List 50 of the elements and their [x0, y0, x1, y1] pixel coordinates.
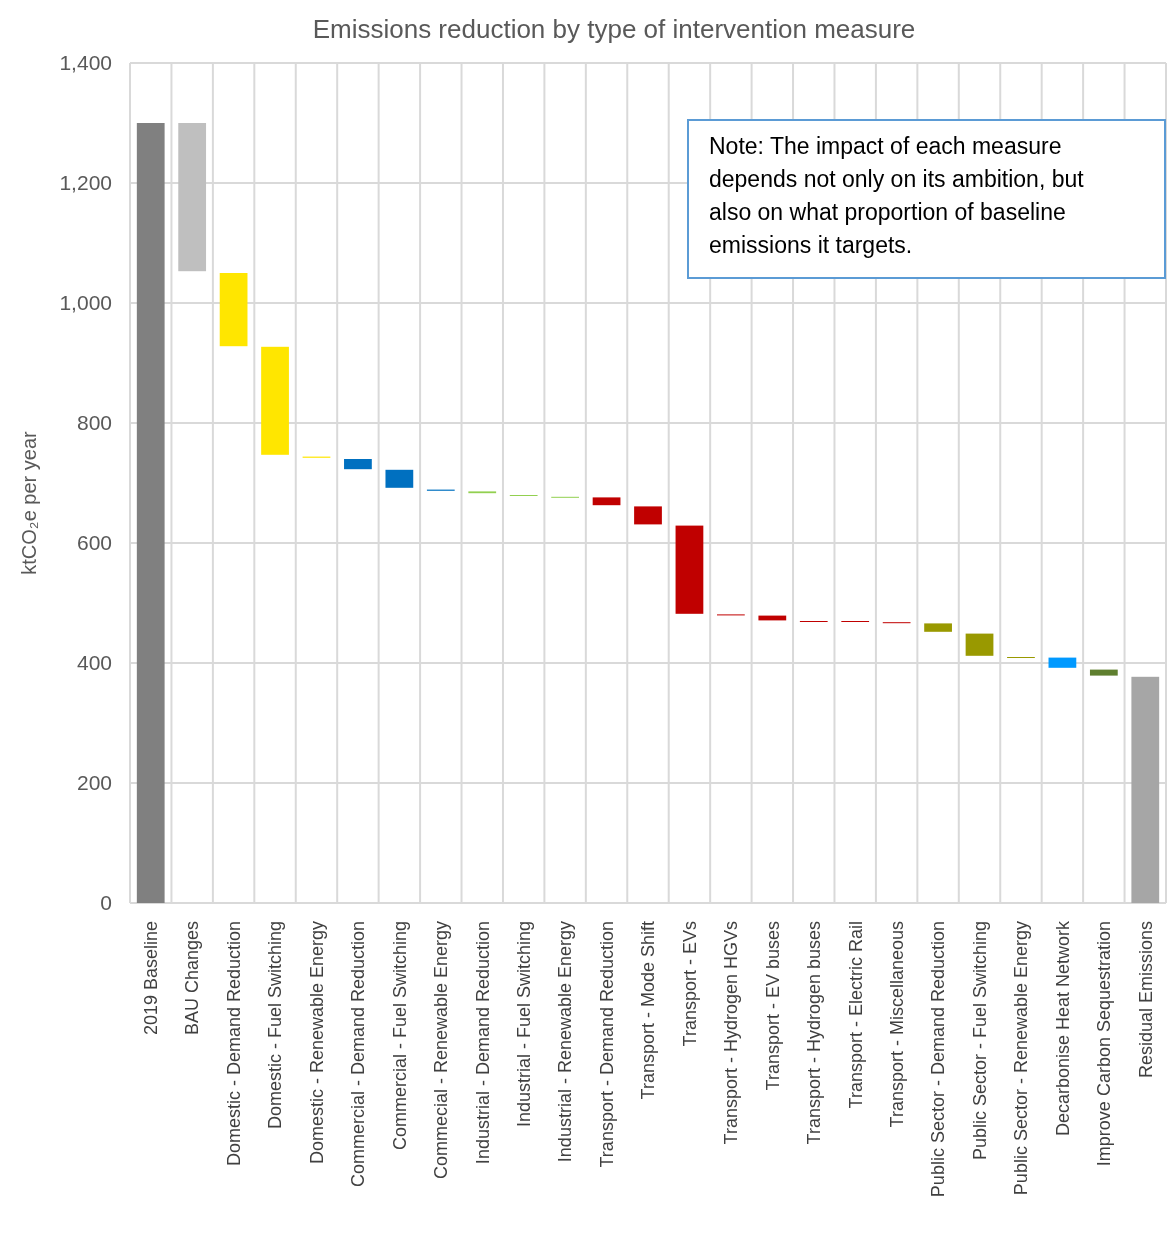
x-tick-label: Transport - Electric Rail — [845, 921, 866, 1109]
x-tick-label: Residual Emissions — [1135, 921, 1156, 1079]
y-axis-title: ktCO₂e per year — [18, 430, 40, 575]
bar — [219, 273, 248, 347]
bar — [924, 623, 952, 632]
bar — [1048, 657, 1077, 668]
bar — [178, 123, 207, 272]
x-tick-label: Transport - Miscellaneous — [886, 921, 907, 1128]
chart-title: Emissions reduction by type of intervention measure — [312, 14, 916, 44]
x-tick-label: Transport - Mode Shift — [638, 921, 659, 1100]
annotation: Note: The impact of each measure depends not only on its ambition, but also on what proportion of baseline emissions it targets. — [709, 133, 1085, 258]
x-tick-label: Domestic - Demand Reduction — [223, 921, 244, 1167]
x-tick-label: BAU Changes — [182, 921, 203, 1036]
bar — [344, 459, 372, 470]
x-tick-label: Industrial - Demand Reduction — [472, 921, 493, 1165]
bar — [675, 525, 704, 614]
bar — [965, 633, 994, 656]
bar — [136, 123, 165, 903]
y-tick-label: 800 — [76, 411, 112, 435]
y-tick-label: 1,400 — [59, 51, 112, 75]
x-tick-label: 2019 Baseline — [141, 921, 162, 1036]
bar — [634, 506, 662, 525]
x-tick-label: Transport - EVs — [679, 921, 700, 1047]
x-tick-label: Transport - EV buses — [762, 921, 783, 1091]
x-tick-label: Industrial - Fuel Switching — [513, 921, 534, 1128]
x-tick-label: Improve Carbon Sequestration — [1094, 921, 1115, 1167]
y-tick-label: 200 — [76, 771, 112, 795]
x-tick-label: Public Sector - Renewable Energy — [1011, 921, 1032, 1196]
x-tick-label: Commercial - Demand Reduction — [348, 921, 369, 1188]
x-tick-label: Domestic - Renewable Energy — [306, 921, 327, 1165]
x-tick-label: Transport - Hydrogen buses — [804, 921, 825, 1145]
y-tick-label: 0 — [100, 891, 112, 915]
bar — [592, 497, 621, 506]
x-tick-label: Domestic - Fuel Switching — [265, 921, 286, 1130]
bar — [385, 469, 414, 488]
x-tick-label: Public Sector - Demand Reduction — [928, 921, 949, 1198]
bar — [1089, 669, 1118, 676]
x-tick-label: Commercial - Fuel Switching — [389, 921, 410, 1151]
x-tick-label: Decarbonise Heat Network — [1052, 920, 1073, 1137]
bar — [261, 346, 289, 455]
x-tick-label: Public Sector - Fuel Switching — [969, 921, 990, 1161]
x-tick-label: Commecial - Renewable Energy — [431, 921, 452, 1180]
y-tick-label: 600 — [76, 531, 112, 555]
bar — [1131, 676, 1160, 903]
y-tick-label: 1,000 — [59, 291, 112, 315]
y-tick-label: 400 — [76, 651, 112, 675]
x-tick-label: Industrial - Renewable Energy — [555, 921, 576, 1163]
x-tick-label: Transport - Hydrogen HGVs — [721, 921, 742, 1145]
y-tick-label: 1,200 — [59, 171, 112, 195]
x-tick-label: Transport - Demand Reduction — [596, 921, 617, 1168]
